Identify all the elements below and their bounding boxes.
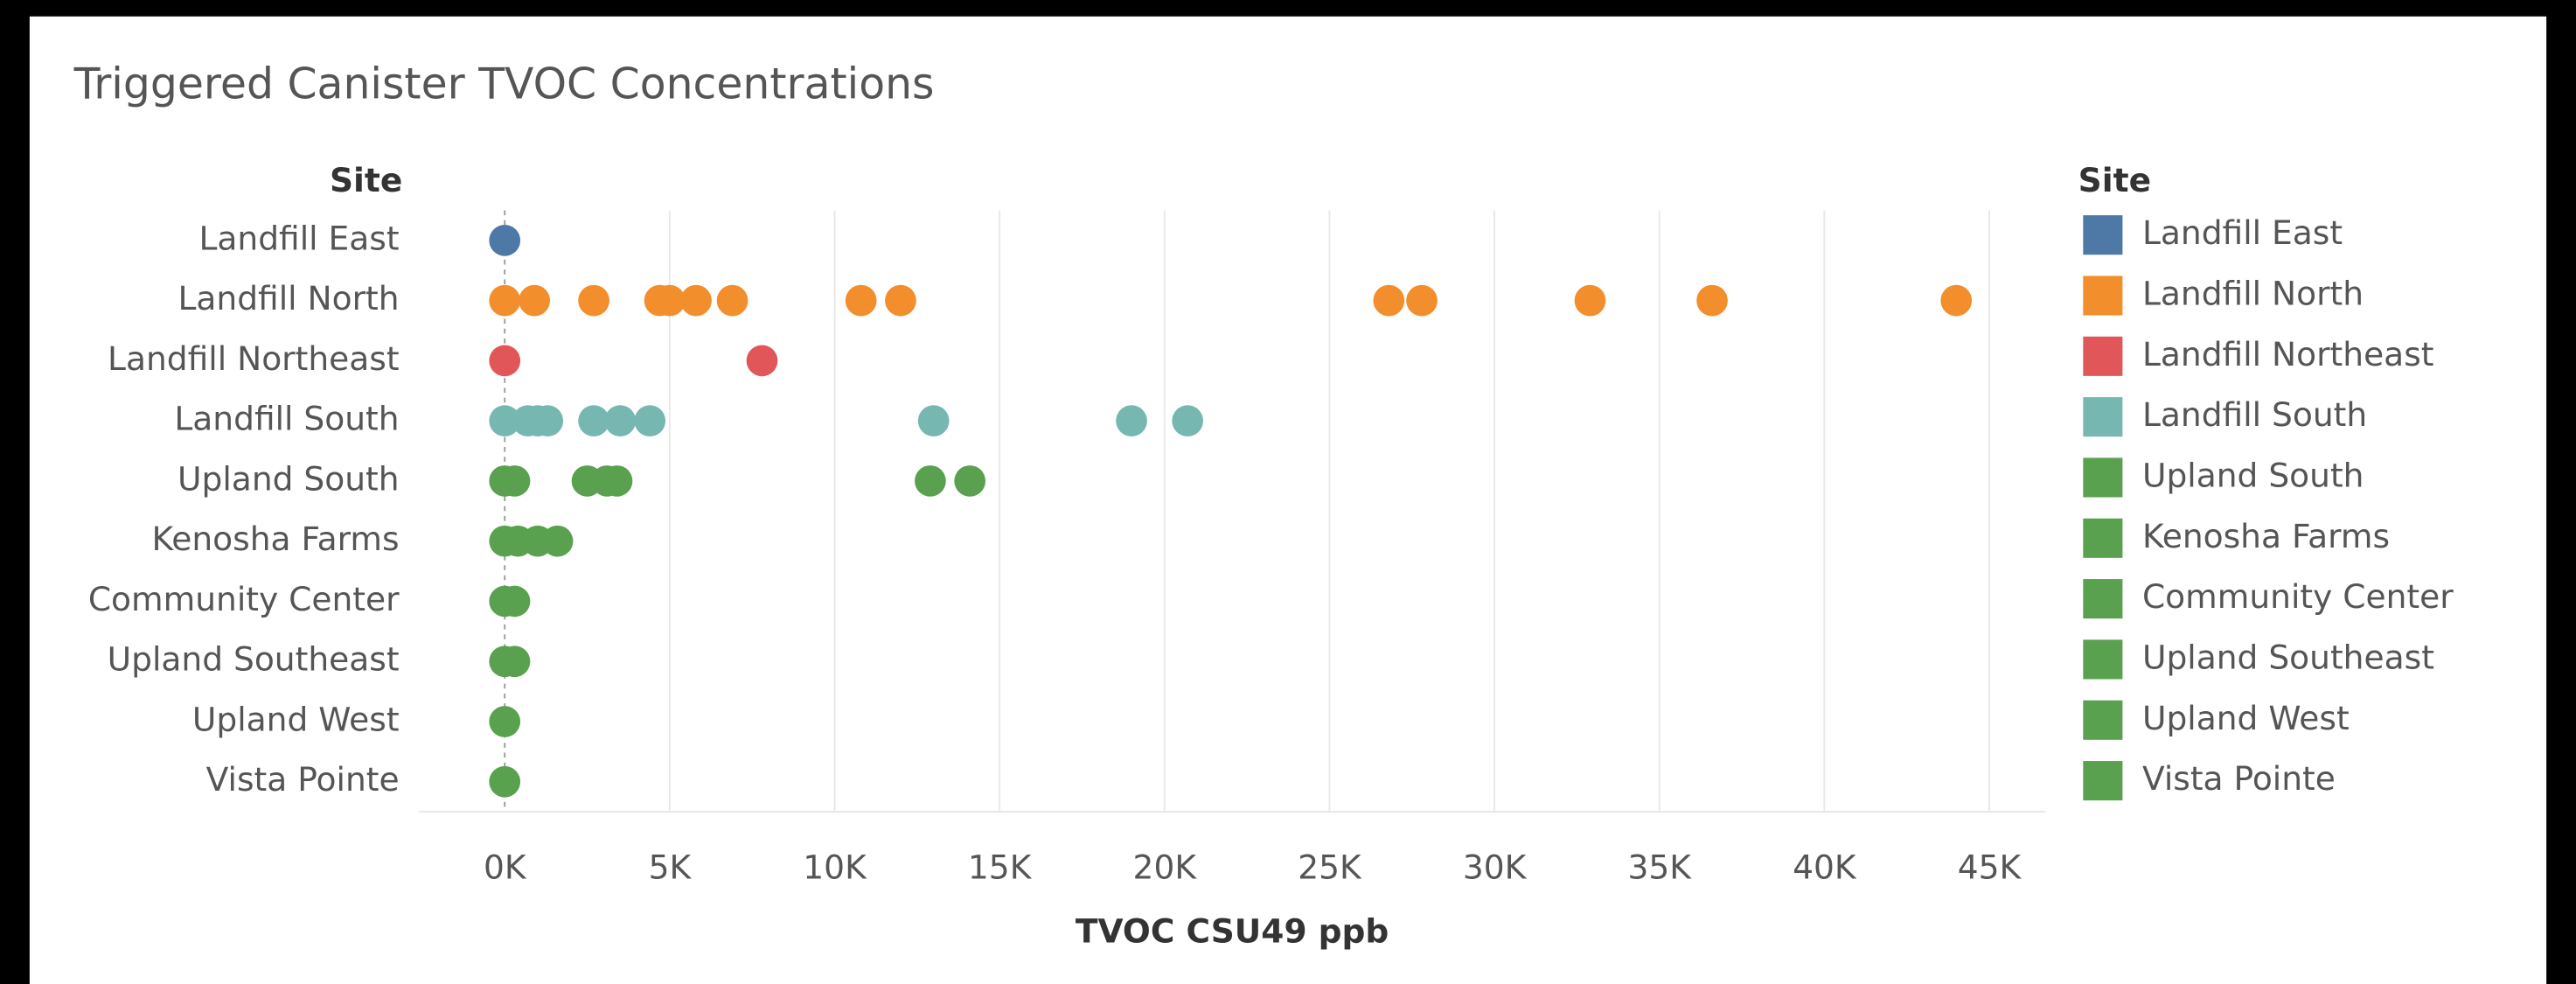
- dot: [489, 765, 521, 798]
- dot: [954, 465, 986, 497]
- dot: [1373, 284, 1405, 317]
- x-axis-title: TVOC CSU49 ppb: [1076, 912, 1389, 951]
- dot: [578, 405, 609, 436]
- dot: [489, 225, 521, 256]
- legend-swatch: [2083, 215, 2123, 255]
- background: [29, 16, 2547, 984]
- y-tick-label: Vista Pointe: [206, 760, 400, 799]
- dot: [1696, 284, 1728, 317]
- x-tick-label: 45K: [1958, 848, 2023, 886]
- y-tick-label: Upland Southeast: [108, 640, 400, 679]
- dot: [746, 345, 778, 377]
- y-tick-label: Landfill North: [178, 279, 399, 318]
- dot: [1406, 284, 1438, 317]
- dot: [578, 284, 609, 317]
- dot: [601, 465, 633, 497]
- x-tick-label: 40K: [1793, 848, 1857, 886]
- dot: [489, 345, 521, 377]
- dot: [654, 284, 686, 317]
- y-axis-title: Site: [330, 161, 402, 199]
- legend-swatch: [2083, 579, 2123, 619]
- legend-label: Landfill East: [2142, 213, 2343, 252]
- legend-label: Upland Southeast: [2142, 638, 2434, 676]
- dot: [1116, 405, 1147, 436]
- x-tick-label: 20K: [1133, 848, 1198, 886]
- dot: [519, 284, 551, 317]
- dot: [915, 465, 946, 497]
- legend-label: Upland South: [2142, 456, 2364, 494]
- dot: [489, 405, 521, 436]
- dot: [532, 405, 564, 436]
- y-tick-label: Landfill Northeast: [108, 339, 400, 378]
- legend-label: Kenosha Farms: [2142, 517, 2390, 555]
- dot: [604, 405, 637, 436]
- x-tick-label: 35K: [1627, 848, 1692, 886]
- dot: [489, 706, 521, 737]
- legend-title: Site: [2078, 161, 2151, 199]
- legend-swatch: [2083, 700, 2123, 740]
- y-tick-label: Upland South: [178, 459, 400, 498]
- dot: [1574, 284, 1606, 317]
- dot: [541, 525, 574, 557]
- y-tick-label: Kenosha Farms: [151, 520, 399, 558]
- dot: [498, 465, 531, 497]
- x-tick-label: 10K: [803, 848, 867, 886]
- legend-swatch: [2083, 336, 2123, 376]
- legend-label: Landfill South: [2142, 395, 2367, 434]
- legend-swatch: [2083, 457, 2123, 498]
- legend-label: Upland West: [2142, 699, 2350, 737]
- dot: [634, 405, 666, 436]
- dot: [680, 284, 712, 317]
- x-tick-label: 15K: [968, 848, 1033, 886]
- legend-swatch: [2083, 639, 2123, 680]
- legend-swatch: [2083, 761, 2123, 801]
- x-tick-label: 0K: [484, 848, 527, 886]
- chart-title: Triggered Canister TVOC Concentrations: [73, 59, 935, 109]
- legend-label: Landfill North: [2142, 274, 2364, 312]
- x-tick-label: 25K: [1298, 848, 1362, 886]
- dot: [498, 646, 531, 678]
- dot: [489, 284, 521, 317]
- dot: [1172, 405, 1204, 436]
- dot: [885, 284, 916, 317]
- dot: [1940, 284, 1973, 317]
- y-tick-label: Landfill South: [174, 400, 399, 438]
- dot: [845, 284, 877, 317]
- x-tick-label: 5K: [649, 848, 693, 886]
- y-tick-label: Community Center: [88, 580, 400, 618]
- legend-swatch: [2083, 518, 2123, 558]
- legend-swatch: [2083, 276, 2123, 316]
- legend-label: Landfill Northeast: [2142, 335, 2434, 373]
- y-tick-label: Upland West: [192, 700, 400, 738]
- legend-label: Vista Pointe: [2142, 759, 2336, 798]
- x-tick-label: 30K: [1463, 848, 1528, 886]
- legend-swatch: [2083, 397, 2123, 437]
- dot: [498, 585, 531, 618]
- dot: [716, 284, 748, 317]
- y-tick-label: Landfill East: [198, 219, 399, 257]
- dot: [917, 405, 950, 436]
- legend-label: Community Center: [2142, 577, 2454, 616]
